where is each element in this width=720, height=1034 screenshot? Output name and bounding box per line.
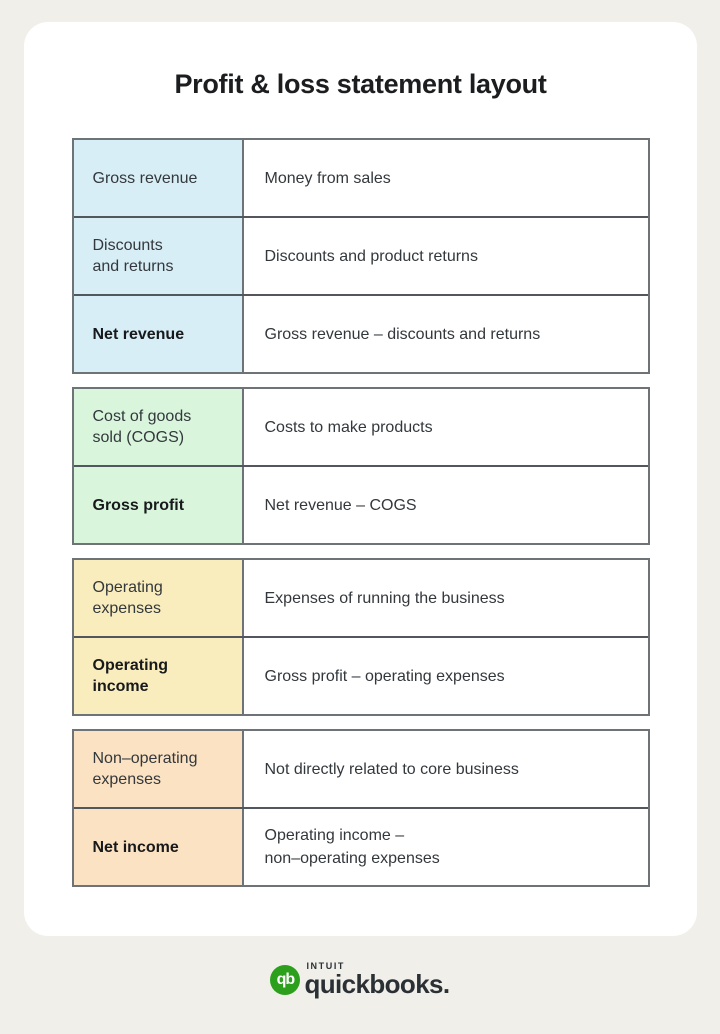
- row-label: Cost of goods sold (COGS): [73, 389, 244, 466]
- row-label: Non–operating expenses: [73, 731, 244, 808]
- row-description: Not directly related to core business: [264, 760, 519, 778]
- table-row: Operating expenses Expenses of running t…: [73, 560, 648, 637]
- quickbooks-logo-icon: qb: [270, 965, 301, 995]
- footer-brand: qb INTUIT quickbooks.: [0, 962, 720, 998]
- quickbooks-label: quickbooks.: [304, 969, 450, 999]
- pnl-tables: Gross revenue Money from sales Discounts…: [71, 138, 650, 888]
- table-group-operating: Operating expenses Expenses of running t…: [71, 558, 650, 717]
- table-group-cogs: Cost of goods sold (COGS) Costs to make …: [71, 387, 650, 546]
- table-row: Net income Operating income – non–operat…: [73, 807, 648, 886]
- table-row: Discounts and returns Discounts and prod…: [73, 216, 648, 295]
- row-description: Discounts and product returns: [264, 247, 478, 265]
- table-row: Gross profit Net revenue – COGS: [73, 465, 648, 544]
- infographic-card: Profit & loss statement layout Gross rev…: [24, 22, 697, 936]
- row-label: Gross profit: [73, 467, 244, 544]
- table-row: Net revenue Gross revenue – discounts an…: [73, 294, 648, 373]
- row-label: Net income: [73, 809, 244, 886]
- table-group-non-operating: Non–operating expenses Not directly rela…: [71, 729, 650, 888]
- row-label: Net revenue: [73, 296, 244, 373]
- row-label: Discounts and returns: [73, 218, 244, 295]
- table-row: Non–operating expenses Not directly rela…: [73, 731, 648, 808]
- row-label: Operating expenses: [73, 560, 244, 637]
- intuit-label: INTUIT: [306, 961, 346, 971]
- row-description: Operating income – non–operating expense…: [264, 827, 440, 868]
- page-title: Profit & loss statement layout: [174, 69, 547, 99]
- row-description: Net revenue – COGS: [264, 496, 417, 514]
- row-description: Costs to make products: [264, 418, 433, 436]
- row-description: Gross revenue – discounts and returns: [264, 325, 541, 343]
- row-description: Expenses of running the business: [264, 589, 505, 607]
- row-label: Operating income: [73, 638, 244, 715]
- table-row: Gross revenue Money from sales: [73, 140, 648, 217]
- table-row: Cost of goods sold (COGS) Costs to make …: [73, 389, 648, 466]
- brand-wordmark: INTUIT quickbooks.: [304, 961, 450, 999]
- table-group-revenue: Gross revenue Money from sales Discounts…: [71, 138, 650, 375]
- row-label: Gross revenue: [73, 140, 244, 217]
- row-description: Gross profit – operating expenses: [264, 667, 505, 685]
- row-description: Money from sales: [264, 169, 391, 187]
- table-row: Operating income Gross profit – operatin…: [73, 636, 648, 715]
